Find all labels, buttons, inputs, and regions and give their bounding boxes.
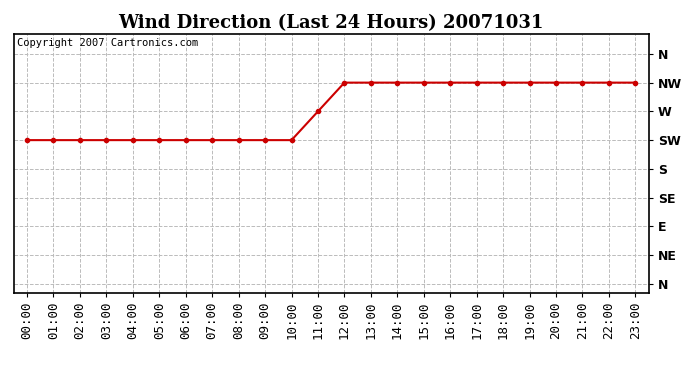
Title: Wind Direction (Last 24 Hours) 20071031: Wind Direction (Last 24 Hours) 20071031 (119, 14, 544, 32)
Text: Copyright 2007 Cartronics.com: Copyright 2007 Cartronics.com (17, 38, 198, 48)
